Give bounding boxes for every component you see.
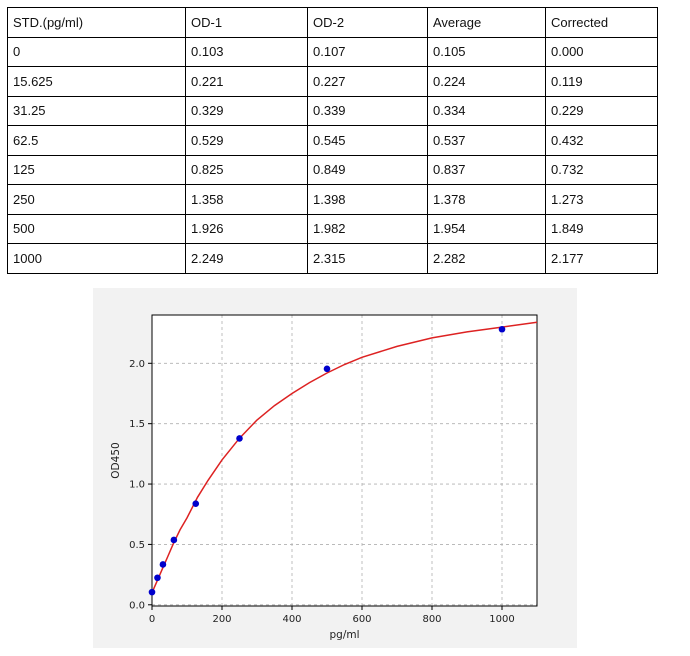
table-cell: 15.625: [7, 66, 186, 97]
table-cell: 0.732: [545, 154, 658, 185]
table-cell: 500: [7, 213, 186, 244]
table-cell: 0.000: [545, 36, 658, 67]
table-cell: 1.926: [185, 213, 308, 244]
data-point: [154, 574, 161, 582]
table-row: 500 1.926 1.982 1.954 1.849: [7, 213, 658, 244]
y-tick-label: 2.0: [129, 359, 145, 370]
table-cell: 250: [7, 184, 186, 215]
table-cell: 2.282: [427, 243, 546, 274]
table-cell: 0.837: [427, 154, 546, 185]
table-cell: 0.119: [545, 66, 658, 97]
table-cell: 1.398: [307, 184, 428, 215]
data-point: [236, 435, 243, 442]
table-header-cell: OD-1: [185, 7, 308, 38]
table-cell: 0.529: [185, 125, 308, 156]
table-row: 15.625 0.221 0.227 0.224 0.119: [7, 66, 658, 97]
table-cell: 1.849: [545, 213, 658, 244]
table-cell: 0.229: [545, 95, 658, 126]
table-header-cell: OD-2: [307, 7, 428, 38]
table-cell: 0.105: [427, 36, 546, 67]
table-cell: 0.334: [427, 95, 546, 126]
table-cell: 0.537: [427, 125, 546, 156]
table-cell: 0.107: [307, 36, 428, 67]
x-axis-label: pg/ml: [329, 629, 359, 641]
table-cell: 1.954: [427, 213, 546, 244]
table-cell: 1.378: [427, 184, 546, 215]
table-row: 125 0.825 0.849 0.837 0.732: [7, 154, 658, 185]
fit-curve-line: [151, 321, 538, 594]
data-point: [192, 500, 200, 508]
x-tick-label: 1000: [489, 614, 514, 625]
table-cell: 0.221: [185, 66, 308, 97]
table-cell: 0.545: [307, 125, 428, 156]
x-tick-label: 200: [212, 614, 231, 625]
table-header-cell: STD.(pg/ml): [7, 7, 186, 38]
table-cell: 1000: [7, 243, 186, 274]
table-cell: 1.982: [307, 213, 428, 244]
table-cell: 0.825: [185, 154, 308, 185]
table-cell: 62.5: [7, 125, 186, 156]
table-cell: 0.227: [307, 66, 428, 97]
table-cell: 1.358: [185, 184, 308, 215]
table-row: 250 1.358 1.398 1.378 1.273: [7, 184, 658, 215]
table-cell: 2.249: [185, 243, 308, 274]
table-cell: 0: [7, 36, 186, 67]
plot-area: [152, 315, 537, 606]
table-row: 31.25 0.329 0.339 0.334 0.229: [7, 95, 658, 126]
table-cell: 0.329: [185, 95, 308, 126]
table-cell: 0.849: [307, 154, 428, 185]
data-point: [323, 365, 331, 373]
standard-curve-chart: 0 200 400 600 800 1000 0.0 0.5 1.0 1.5 2.0 pg/ml OD4…: [110, 314, 538, 641]
table-cell: 0.224: [427, 66, 546, 97]
table-cell: 0.339: [307, 95, 428, 126]
x-tick-label: 800: [422, 614, 441, 625]
table-cell: 31.25: [7, 95, 186, 126]
table-cell: 0.103: [185, 36, 308, 67]
y-tick-label: 0.5: [129, 540, 145, 551]
table-cell: 2.177: [545, 243, 658, 274]
table-cell: 2.315: [307, 243, 428, 274]
y-tick-label: 1.5: [129, 419, 145, 430]
table-row: 62.5 0.529 0.545 0.537 0.432: [7, 125, 658, 156]
data-point: [159, 561, 167, 568]
y-axis-label: OD450: [110, 442, 122, 478]
standards-table: STD.(pg/ml) OD-1 OD-2 Average Corrected 0 0.10…: [7, 7, 658, 274]
table-header-row: STD.(pg/ml) OD-1 OD-2 Average Corrected: [7, 7, 658, 38]
x-tick-label: 400: [282, 614, 301, 625]
standard-curve-panel: 0 200 400 600 800 1000 0.0 0.5 1.0 1.5 2.0 pg/ml OD4…: [93, 288, 577, 648]
table-cell: 125: [7, 154, 186, 185]
x-tick-label: 600: [352, 614, 371, 625]
table-header-cell: Corrected: [545, 7, 658, 38]
table-row: 0 0.103 0.107 0.105 0.000: [7, 36, 658, 67]
data-point: [170, 536, 178, 544]
plot-frame: [151, 314, 538, 607]
y-tick-label: 1.0: [129, 480, 145, 491]
table-header-cell: Average: [427, 7, 546, 38]
data-point: [498, 325, 506, 333]
table-cell: 0.432: [545, 125, 658, 156]
x-tick-label: 0: [149, 614, 155, 625]
y-tick-label: 0.0: [129, 600, 145, 611]
table-cell: 1.273: [545, 184, 658, 215]
data-point: [148, 588, 156, 596]
table-row: 1000 2.249 2.315 2.282 2.177: [7, 243, 658, 274]
